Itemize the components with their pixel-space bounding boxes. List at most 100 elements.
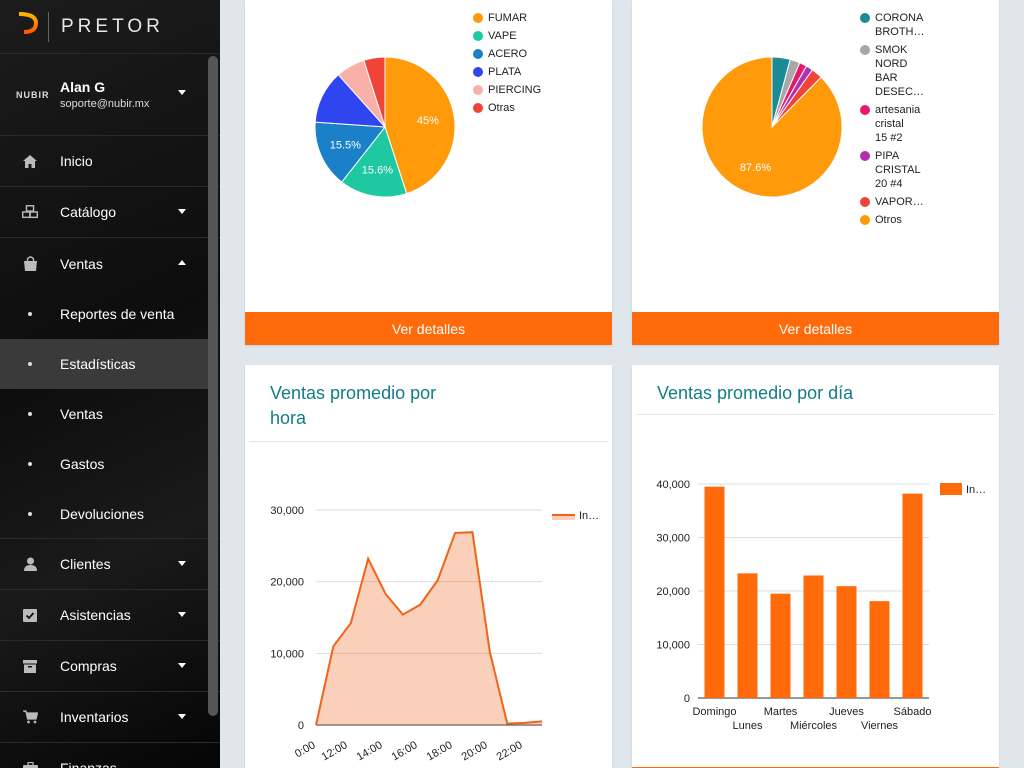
legend-label: PIPA CRISTAL 20 #4 [875,150,921,190]
ver-detalles-button[interactable]: Ver detalles [245,312,612,345]
pretor-logo-icon [16,10,39,44]
y-tick-label: 40,000 [656,479,690,491]
bar[interactable] [704,486,725,698]
area-line[interactable] [315,531,543,726]
brand-header: PRETOR [0,0,220,54]
bar[interactable] [869,601,890,698]
nav-label: Reportes de venta [60,306,175,322]
area-fill [316,532,542,725]
pie-slice[interactable] [701,56,843,198]
chevron-up-icon [178,260,186,265]
sub-item-devoluciones[interactable]: Devoluciones [0,489,220,539]
nav-label: Clientes [60,556,111,572]
legend-label: Otras [488,102,515,114]
shopping-bag-icon [22,256,38,272]
cart-icon [22,709,38,725]
x-tick-label: 22:00 [495,739,525,763]
legend-label: PIERCING [488,84,542,96]
nav-item-finanzas[interactable]: Finanzas [0,743,220,768]
y-tick-label: 20,000 [656,586,690,598]
legend-item[interactable]: PIPA CRISTAL 20 #4 [860,149,925,191]
nav-item-inventarios[interactable]: Inventarios [0,692,220,743]
x-tick-label: Sábado [894,706,932,718]
user-email: soporte@nubir.mx [60,98,150,110]
sub-item-gastos[interactable]: Gastos [0,439,220,489]
nav-label: Inventarios [60,709,129,725]
nav-item-compras[interactable]: Compras [0,641,220,692]
nav-label: Compras [60,658,117,674]
sidebar-scrollbar[interactable] [208,56,218,716]
legend-label: Otros [875,214,902,226]
brand-name: PRETOR [61,15,164,37]
legend-item[interactable]: Otros [860,213,925,227]
bar[interactable] [803,575,824,698]
legend-item[interactable]: CORONA BROTH… [860,11,925,39]
x-tick-label: Jueves [829,706,864,718]
bar[interactable] [836,586,857,698]
area-chart-card-hora: Ventas promedio por hora 30,000 20,000 10,… [245,365,612,768]
bar[interactable] [737,573,758,698]
legend-item[interactable]: ACERO [473,47,541,61]
slice-label: 45% [417,115,439,127]
bar-chart-card-dia: Ventas promedio por día 40,000 30,000 20,0… [632,365,999,768]
y-tick-label: 0 [298,720,304,732]
legend-label: VAPOR… [875,196,924,208]
archive-icon [22,658,38,674]
pie-slice[interactable] [314,121,386,183]
org-logo: NUBIR [16,89,50,100]
legend-item[interactable]: VAPOR… [860,195,925,209]
card-title: Ventas promedio por hora [270,383,437,428]
x-tick-label: 20:00 [460,739,490,763]
nav-label: Asistencias [60,607,131,623]
ver-detalles-button[interactable]: Ver detalles [632,312,999,345]
y-tick-label: 30,000 [270,505,304,517]
legend-label: PLATA [488,66,522,78]
legend-label: In… [966,484,986,496]
x-tick-label: Miércoles [790,720,838,732]
nav-label: Ventas [60,255,103,272]
user-menu[interactable]: NUBIR Alan G soporte@nubir.mx [0,54,220,136]
chart-legend: CORONA BROTH… SMOK NORD BAR DESEC… artesania cr… [860,11,925,231]
nav-label: Estadísticas [60,356,136,372]
pie-slice[interactable] [363,56,386,128]
x-tick-label: 12:00 [320,739,350,763]
legend-item[interactable]: artesania cristal 15 #2 [860,103,925,145]
legend-item[interactable]: FUMAR [473,11,541,25]
sub-item-estadisticas[interactable]: Estadísticas [0,339,208,389]
user-icon [22,556,38,572]
legend-item[interactable]: VAPE [473,29,541,43]
legend-item[interactable]: SMOK NORD BAR DESEC… [860,43,925,99]
y-tick-label: 10,000 [656,640,690,652]
nav-item-catalogo[interactable]: Catálogo [0,187,220,238]
pie-slice[interactable] [384,56,456,195]
y-tick-label: 20,000 [270,577,304,589]
legend-item[interactable]: PIERCING [473,83,541,97]
legend-item[interactable]: Otras [473,101,541,115]
calendar-check-icon [22,607,38,623]
chevron-down-icon [178,714,186,719]
chevron-down-icon[interactable] [178,90,186,95]
pie-slice[interactable] [341,125,408,198]
x-tick-label: 18:00 [425,739,455,763]
x-tick-label: Lunes [733,720,763,732]
bar[interactable] [902,493,923,698]
legend-label: ACERO [488,48,528,60]
pie-chart: 87.6% [701,56,843,198]
x-tick-label: Viernes [861,720,899,732]
nav-label: Catálogo [60,204,117,220]
nav-item-clientes[interactable]: Clientes [0,539,220,590]
nav-item-ventas[interactable]: Ventas [0,238,220,289]
nav-item-inicio[interactable]: Inicio [0,136,220,187]
nav-item-asistencias[interactable]: Asistencias [0,590,220,641]
bar[interactable] [770,593,791,698]
nav-label: Devoluciones [60,505,145,522]
nav-label: Gastos [60,456,105,472]
legend-item[interactable]: PLATA [473,65,541,79]
slice-label: 87.6% [740,162,771,174]
sub-item-ventas[interactable]: Ventas [0,389,220,439]
chevron-down-icon [178,612,186,617]
sub-item-reportes[interactable]: Reportes de venta [0,289,220,339]
legend-label: FUMAR [488,12,528,24]
chevron-down-icon [178,209,186,214]
